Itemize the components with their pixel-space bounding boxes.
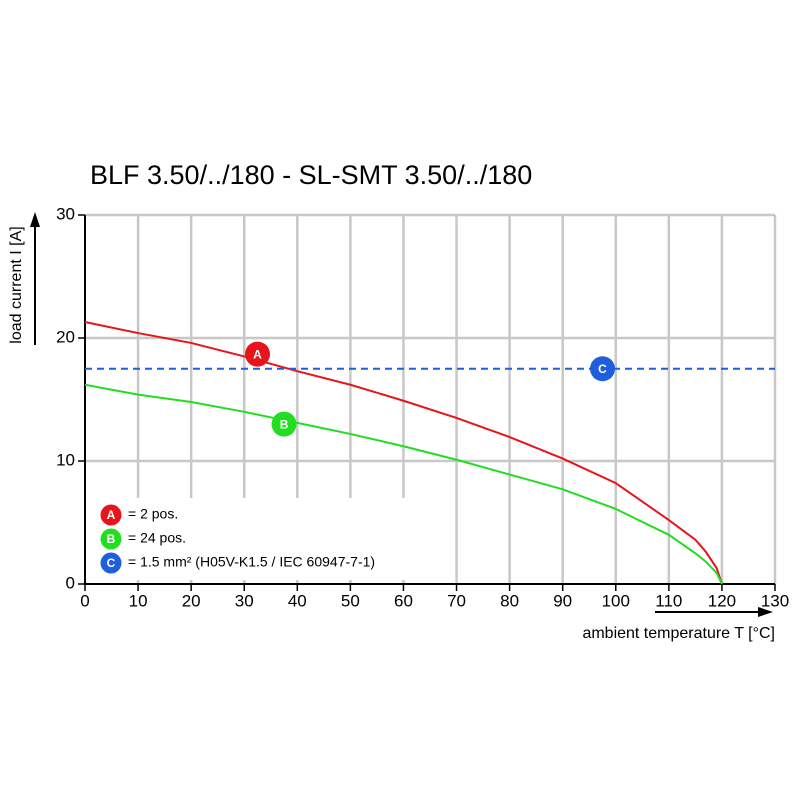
legend-background: [92, 498, 422, 580]
y-tick-label: 10: [56, 450, 75, 469]
x-tick-label: 0: [80, 591, 89, 610]
legend-label: = 1.5 mm² (H05V-K1.5 / IEC 60947-7-1): [128, 554, 375, 570]
y-tick-label: 20: [56, 327, 75, 346]
x-axis-label: ambient temperature T [°C]: [582, 625, 775, 642]
x-tick-label: 100: [602, 591, 630, 610]
x-tick-label: 110: [655, 591, 682, 610]
x-tick-label: 120: [708, 591, 736, 610]
series-marker: [271, 411, 297, 437]
x-tick-label: 10: [129, 591, 148, 610]
series-marker: [245, 341, 270, 367]
legend-marker: [100, 504, 122, 526]
legend-marker-label: C: [107, 556, 116, 570]
legend-marker: [100, 528, 122, 550]
series-marker: [590, 356, 615, 382]
x-tick-label: 70: [447, 591, 466, 610]
legend-marker-label: A: [107, 508, 116, 522]
legend-marker: [100, 552, 122, 574]
series-line: [84, 383, 723, 585]
y-arrow-head: [30, 212, 40, 227]
series-line: [84, 321, 723, 585]
chart-title: BLF 3.50/../180 - SL-SMT 3.50/../180: [90, 160, 532, 190]
series-marker-label: B: [280, 417, 289, 431]
x-tick-label: 90: [553, 591, 572, 610]
series-marker-label: A: [253, 347, 262, 361]
series-marker-label: C: [598, 362, 607, 376]
x-tick-label: 30: [235, 591, 254, 610]
legend-label: = 2 pos.: [128, 506, 178, 522]
x-tick-label: 50: [341, 591, 360, 610]
y-tick-label: 30: [56, 204, 75, 223]
x-arrow-head: [758, 607, 773, 617]
y-tick-label: 0: [66, 573, 75, 592]
x-tick-label: 130: [761, 591, 789, 610]
x-tick-label: 80: [500, 591, 519, 610]
plot: A A = 2 pos. B B = 24 pos. C C = 1.5 mm² (H05V-K…: [78, 214, 776, 591]
x-tick-label: 40: [288, 591, 307, 610]
legend-label: = 24 pos.: [128, 530, 186, 546]
x-tick-label: 60: [394, 591, 413, 610]
x-tick-label: 20: [182, 591, 201, 610]
grid: [85, 213, 777, 584]
legend-marker-label: B: [107, 532, 116, 546]
y-axis-label: load current I [A]: [8, 226, 25, 343]
